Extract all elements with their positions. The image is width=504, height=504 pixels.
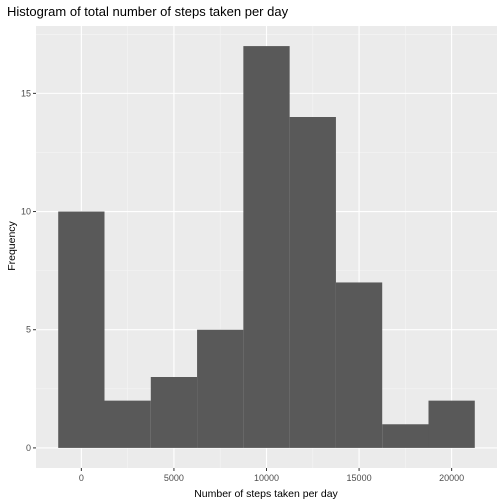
x-tick-label: 15000 xyxy=(347,473,372,483)
x-axis-ticks: 0 5000 10000 15000 20000 xyxy=(79,468,464,483)
histogram-bar xyxy=(428,401,474,448)
histogram-bar xyxy=(243,46,289,448)
x-tick-label: 10000 xyxy=(254,473,279,483)
y-axis-title: Frequency xyxy=(6,220,18,270)
y-axis-ticks: 0 5 10 15 xyxy=(21,88,36,453)
histogram-bar xyxy=(105,401,151,448)
y-tick-label: 5 xyxy=(26,325,31,335)
x-tick-label: 20000 xyxy=(439,473,464,483)
y-tick-label: 15 xyxy=(21,88,31,98)
y-tick-label: 0 xyxy=(26,443,31,453)
chart-title: Histogram of total number of steps taken… xyxy=(7,4,289,19)
x-axis-title: Number of steps taken per day xyxy=(194,488,338,500)
histogram-bar xyxy=(151,377,197,448)
y-tick-label: 10 xyxy=(21,207,31,217)
x-tick-label: 0 xyxy=(79,473,84,483)
x-tick-label: 5000 xyxy=(164,473,184,483)
histogram-bar xyxy=(336,282,382,447)
histogram-bar xyxy=(58,212,104,448)
histogram-bar xyxy=(197,330,243,448)
histogram-bar xyxy=(382,424,428,448)
histogram-bar xyxy=(290,117,336,448)
